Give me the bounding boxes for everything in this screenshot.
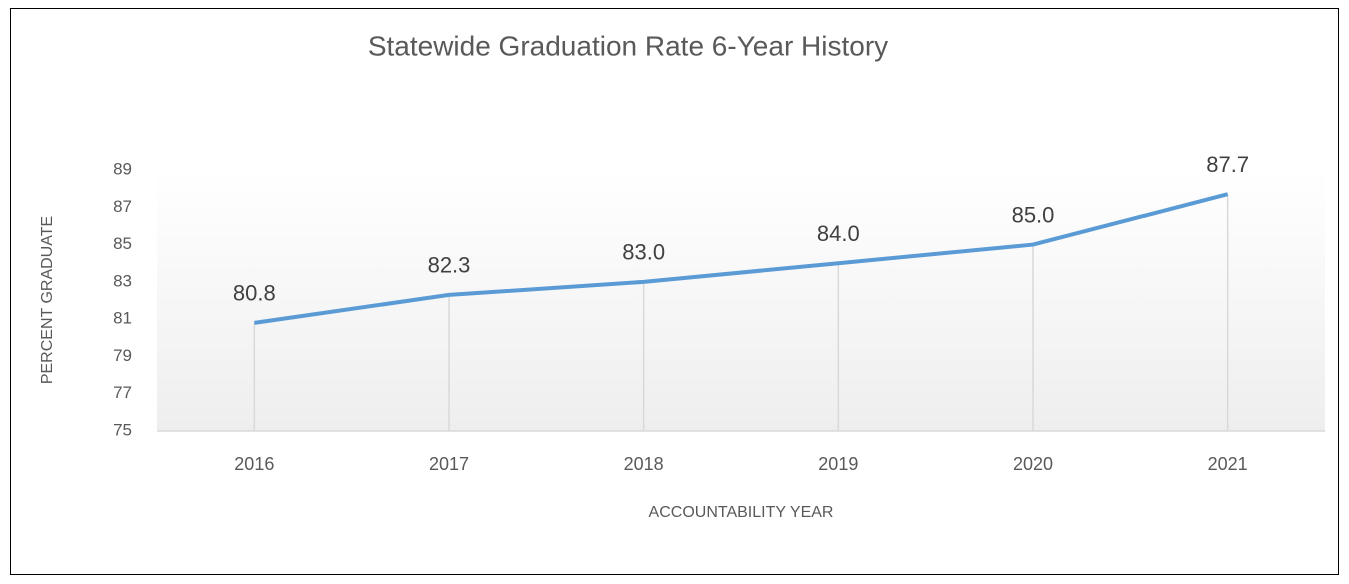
data-label: 80.8 — [233, 281, 276, 306]
x-tick-label: 2016 — [234, 454, 274, 474]
y-tick-label: 85 — [113, 234, 132, 253]
x-tick-label: 2020 — [1013, 454, 1053, 474]
x-tick-label: 2021 — [1208, 454, 1248, 474]
y-tick-label: 75 — [113, 420, 132, 439]
y-tick-label: 77 — [113, 383, 132, 402]
y-tick-label: 83 — [113, 271, 132, 290]
y-tick-label: 81 — [113, 309, 132, 328]
y-tick-label: 79 — [113, 346, 132, 365]
data-label: 87.7 — [1206, 152, 1249, 177]
x-tick-label: 2017 — [429, 454, 469, 474]
x-axis-label: ACCOUNTABILITY YEAR — [649, 504, 834, 521]
y-tick-label: 87 — [113, 197, 132, 216]
y-axis-label: PERCENT GRADUATE — [39, 216, 56, 384]
plot-area — [157, 170, 1325, 431]
data-label: 84.0 — [817, 221, 860, 246]
x-tick-label: 2019 — [818, 454, 858, 474]
data-label: 82.3 — [428, 253, 471, 278]
chart-title: Statewide Graduation Rate 6-Year History — [368, 30, 888, 61]
data-label: 85.0 — [1012, 202, 1055, 227]
x-tick-label: 2018 — [624, 454, 664, 474]
data-line — [254, 192, 1229, 325]
y-tick-label: 89 — [113, 159, 132, 178]
data-label: 83.0 — [622, 240, 665, 265]
